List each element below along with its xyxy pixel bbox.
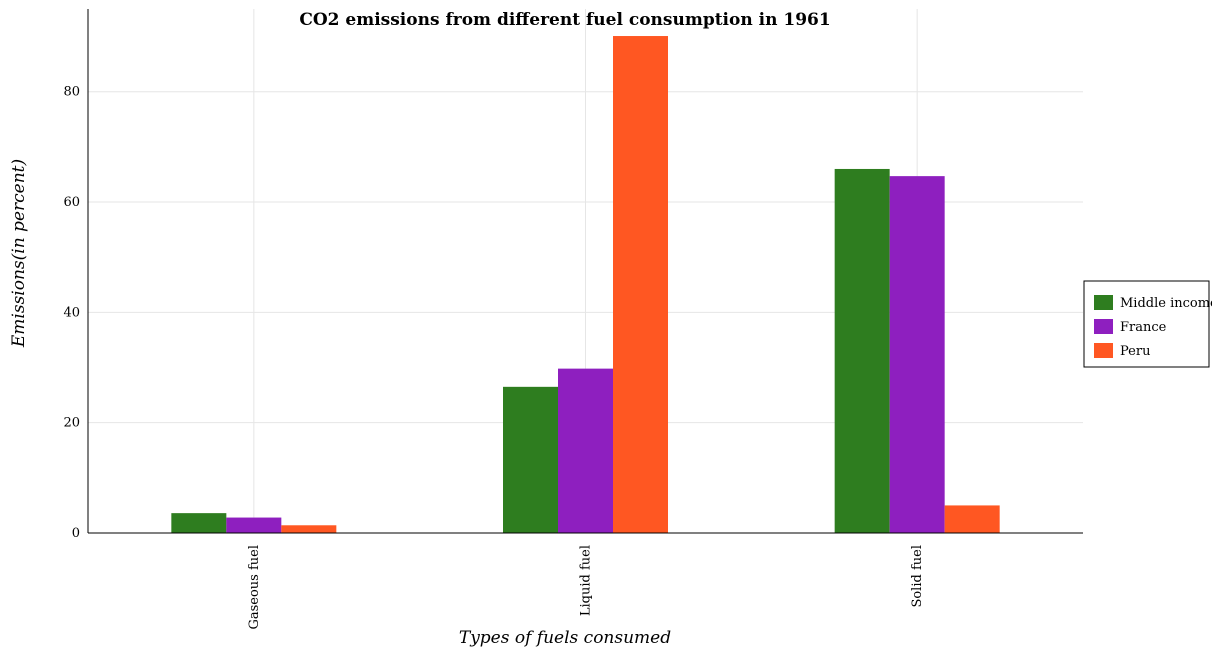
bar [281, 525, 337, 533]
x-tick-label: Solid fuel [910, 545, 925, 608]
bars [171, 36, 1000, 534]
y-tick-label: 40 [63, 305, 80, 320]
bar [226, 517, 282, 533]
legend-entry: Peru [1120, 344, 1150, 359]
legend-entry: Middle income [1120, 296, 1212, 311]
x-tick-label: Liquid fuel [579, 545, 594, 616]
legend-swatch [1094, 319, 1113, 334]
legend: Middle income France Peru [1083, 280, 1212, 368]
y-tick-label: 80 [63, 85, 80, 100]
bar [834, 168, 890, 534]
y-tick-label: 60 [63, 195, 80, 210]
legend-swatch [1094, 295, 1113, 310]
legend-swatch [1094, 343, 1113, 358]
y-tick-label: 20 [63, 416, 80, 431]
bar [503, 386, 558, 533]
bar [558, 368, 613, 533]
x-axis-label: Types of fuels consumed [459, 628, 671, 648]
legend-entry: France [1120, 320, 1167, 335]
bar [613, 36, 668, 533]
bar [889, 176, 945, 533]
y-tick-label: 0 [72, 526, 80, 541]
bar [944, 505, 1000, 533]
axes: 0 20 40 60 80 Gaseous fuel Liquid fuel Solid fu… [63, 9, 1083, 630]
y-axis-label: Emissions(in percent) [9, 159, 29, 348]
x-tick-label: Gaseous fuel [247, 545, 262, 630]
chart-title: CO2 emissions from different fuel consum… [299, 10, 830, 30]
bar [171, 513, 227, 533]
